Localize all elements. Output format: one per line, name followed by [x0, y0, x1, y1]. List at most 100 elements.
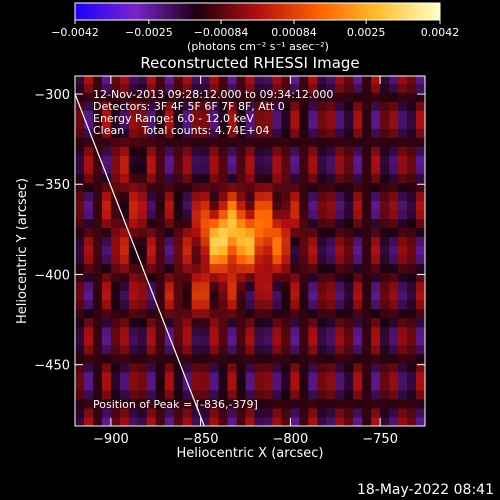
heatmap-cell	[128, 371, 139, 382]
heatmap-cell	[263, 236, 273, 247]
heatmap-cell	[263, 83, 273, 93]
heatmap-cell	[398, 407, 408, 418]
heatmap-cell	[83, 218, 94, 229]
heatmap-cell	[362, 371, 372, 382]
heatmap-cell	[155, 209, 166, 220]
heatmap-cell	[263, 227, 273, 238]
heatmap-cell	[290, 155, 300, 165]
heatmap-cell	[245, 164, 255, 174]
heatmap-cell	[75, 317, 85, 328]
heatmap-cell	[110, 290, 121, 301]
colorbar-tick-label: 0.00084	[271, 26, 317, 39]
heatmap-cell	[326, 137, 336, 147]
heatmap-cell	[362, 119, 372, 129]
colorbar-unit-label: (photons cm⁻² s⁻¹ asec⁻²)	[187, 40, 329, 53]
heatmap-cell	[227, 227, 238, 238]
heatmap-cell	[218, 200, 229, 211]
heatmap-cell	[83, 110, 94, 120]
heatmap-cell	[92, 119, 103, 129]
heatmap-cell	[75, 245, 85, 256]
heatmap-cell	[236, 119, 247, 129]
heatmap-cell	[281, 191, 291, 201]
heatmap-cell	[380, 119, 390, 129]
heatmap-cell	[389, 236, 399, 247]
heatmap-cell	[398, 272, 408, 283]
heatmap-cell	[290, 308, 300, 319]
heatmap-cell	[137, 362, 148, 373]
heatmap-cell	[92, 263, 103, 274]
heatmap-cell	[218, 398, 229, 409]
heatmap-cell	[371, 92, 381, 102]
heatmap-cell	[398, 110, 408, 120]
heatmap-cell	[155, 137, 166, 147]
heatmap-cell	[290, 173, 300, 183]
heatmap-cell	[389, 407, 399, 418]
heatmap-cell	[128, 317, 139, 328]
heatmap-cell	[218, 119, 229, 129]
heatmap-cell	[227, 407, 238, 418]
heatmap-cell	[272, 146, 282, 156]
heatmap-cell	[362, 146, 372, 156]
heatmap-cell	[173, 200, 184, 211]
heatmap-cell	[389, 200, 399, 211]
heatmap-cell	[191, 326, 202, 337]
heatmap-cell	[308, 263, 318, 274]
heatmap-cell	[353, 227, 363, 238]
heatmap-cell	[119, 290, 130, 301]
heatmap-cell	[317, 182, 327, 192]
heatmap-cell	[344, 155, 354, 165]
heatmap-cell	[245, 155, 255, 165]
heatmap-cell	[128, 200, 139, 211]
heatmap-cell	[380, 335, 390, 346]
heatmap-cell	[263, 92, 273, 102]
heatmap-cell	[254, 416, 264, 426]
heatmap-cell	[110, 76, 121, 84]
heatmap-cell	[407, 254, 417, 265]
heatmap-cell	[380, 254, 390, 265]
heatmap-cell	[254, 218, 264, 229]
heatmap-cell	[110, 380, 121, 391]
heatmap-cell	[137, 281, 148, 292]
heatmap-cell	[75, 146, 85, 156]
heatmap-cell	[236, 110, 247, 120]
heatmap-cell	[119, 353, 130, 364]
heatmap-cell	[110, 83, 121, 93]
heatmap-cell	[227, 326, 238, 337]
heatmap-cell	[398, 326, 408, 337]
heatmap-cell	[218, 76, 229, 84]
heatmap-cell	[146, 209, 157, 220]
heatmap-cell	[110, 362, 121, 373]
heatmap-cell	[209, 245, 220, 256]
heatmap-cell	[389, 263, 399, 274]
heatmap-cell	[335, 281, 345, 292]
x-axis-label: Heliocentric X (arcsec)	[177, 446, 324, 461]
heatmap-cell	[110, 227, 121, 238]
heatmap-cell	[290, 191, 300, 201]
heatmap-cell	[272, 299, 282, 310]
heatmap-cell	[101, 128, 112, 138]
heatmap-cell	[272, 236, 282, 247]
heatmap-cell	[317, 326, 327, 337]
heatmap-cell	[146, 344, 157, 355]
heatmap-cell	[344, 398, 354, 409]
heatmap-cell	[263, 110, 273, 120]
heatmap-cell	[344, 290, 354, 301]
heatmap-cell	[164, 389, 175, 400]
heatmap-cell	[398, 119, 408, 129]
heatmap-cell	[272, 101, 282, 111]
heatmap-cell	[164, 353, 175, 364]
heatmap-cell	[416, 353, 425, 364]
heatmap-cell	[101, 308, 112, 319]
heatmap-cell	[353, 128, 363, 138]
heatmap-cell	[326, 128, 336, 138]
heatmap-cell	[263, 218, 273, 229]
heatmap-cell	[326, 110, 336, 120]
heatmap-cell	[75, 200, 85, 211]
heatmap-cell	[380, 200, 390, 211]
heatmap-cell	[182, 155, 193, 165]
heatmap-cell	[362, 299, 372, 310]
heatmap-cell	[182, 344, 193, 355]
heatmap-cell	[245, 353, 255, 364]
heatmap-cell	[227, 416, 238, 426]
heatmap-cell	[191, 128, 202, 138]
